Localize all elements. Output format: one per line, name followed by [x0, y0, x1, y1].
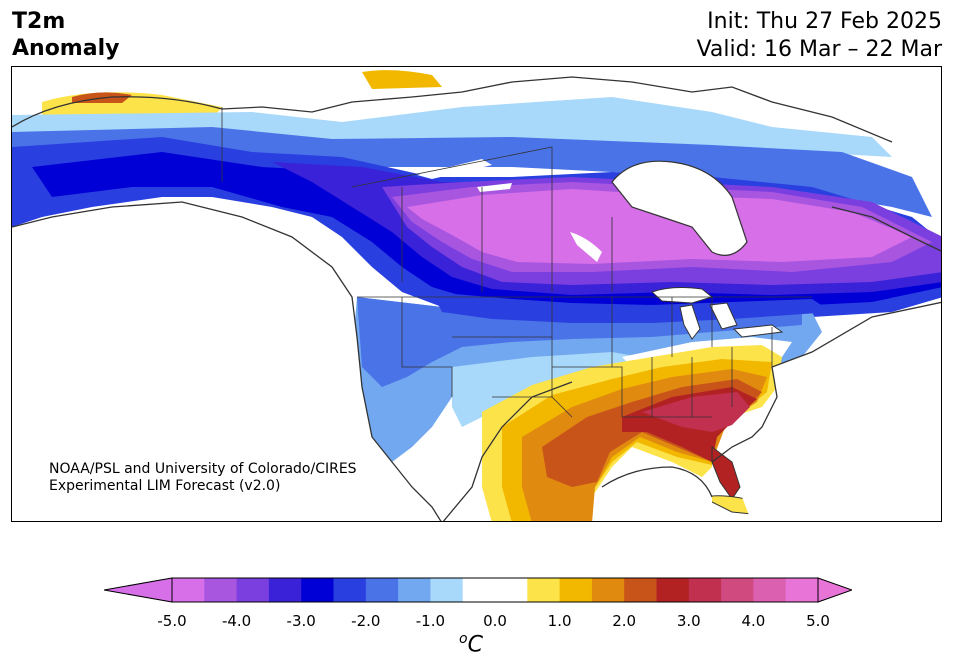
colorbar-swatch — [559, 578, 593, 602]
map-title: T2m Anomaly — [12, 8, 119, 62]
unit-superscript: o — [459, 631, 468, 647]
colorbar — [104, 577, 852, 603]
credit-text: NOAA/PSL and University of Colorado/CIRE… — [49, 461, 357, 495]
colorbar-swatch — [398, 578, 431, 602]
colorbar-tick-label: -2.0 — [351, 612, 381, 630]
colorbar-swatch — [495, 578, 528, 602]
colorbar-tick-label: -5.0 — [157, 612, 187, 630]
colorbar-tick-label: 0.0 — [483, 612, 507, 630]
colorbar-swatch — [527, 578, 561, 602]
colorbar-swatch — [172, 578, 205, 602]
credit-line-1: NOAA/PSL and University of Colorado/CIRE… — [49, 461, 357, 477]
anomaly-map-canvas — [12, 67, 941, 521]
colorbar-swatch — [430, 578, 464, 602]
anomaly-map — [11, 66, 942, 522]
forecast-dates: Init: Thu 27 Feb 2025 Valid: 16 Mar – 22… — [697, 8, 942, 64]
colorbar-tick-label: 3.0 — [676, 612, 701, 630]
colorbar-extend-low — [104, 577, 173, 603]
colorbar-tick-label: 4.0 — [741, 612, 766, 630]
colorbar-swatch — [656, 578, 690, 602]
colorbar-tick-label: -3.0 — [286, 612, 316, 630]
colorbar-swatch — [204, 578, 238, 602]
colorbar-tick-label: 5.0 — [806, 612, 830, 630]
colorbar-swatch — [333, 578, 367, 602]
colorbar-swatch — [753, 578, 787, 602]
colorbar-swatch — [462, 578, 496, 602]
colorbar-swatch — [591, 578, 625, 602]
colorbar-tick-label: 1.0 — [547, 612, 572, 630]
colorbar-swatch — [785, 578, 819, 602]
colorbar-swatch — [268, 578, 302, 602]
colorbar-swatch — [236, 578, 270, 602]
colorbar-swatch — [688, 578, 722, 602]
colorbar-tick-label: -4.0 — [221, 612, 252, 630]
colorbar-swatch — [301, 578, 334, 602]
colorbar-swatch — [624, 578, 657, 602]
colorbar-swatch — [365, 578, 399, 602]
unit-base: C — [467, 632, 483, 658]
colorbar-unit: oC — [459, 631, 483, 657]
colorbar-extend-high — [817, 577, 852, 603]
title-line-2: Anomaly — [12, 36, 120, 61]
colorbar-border — [171, 577, 819, 603]
title-line-1: T2m — [12, 9, 66, 34]
colorbar-tick-label: -1.0 — [415, 612, 446, 630]
credit-line-2: Experimental LIM Forecast (v2.0) — [49, 478, 281, 494]
init-date: Init: Thu 27 Feb 2025 — [707, 9, 942, 34]
colorbar-tick-label: 2.0 — [612, 612, 637, 630]
valid-range: Valid: 16 Mar – 22 Mar — [696, 37, 942, 62]
colorbar-swatch — [721, 578, 754, 602]
